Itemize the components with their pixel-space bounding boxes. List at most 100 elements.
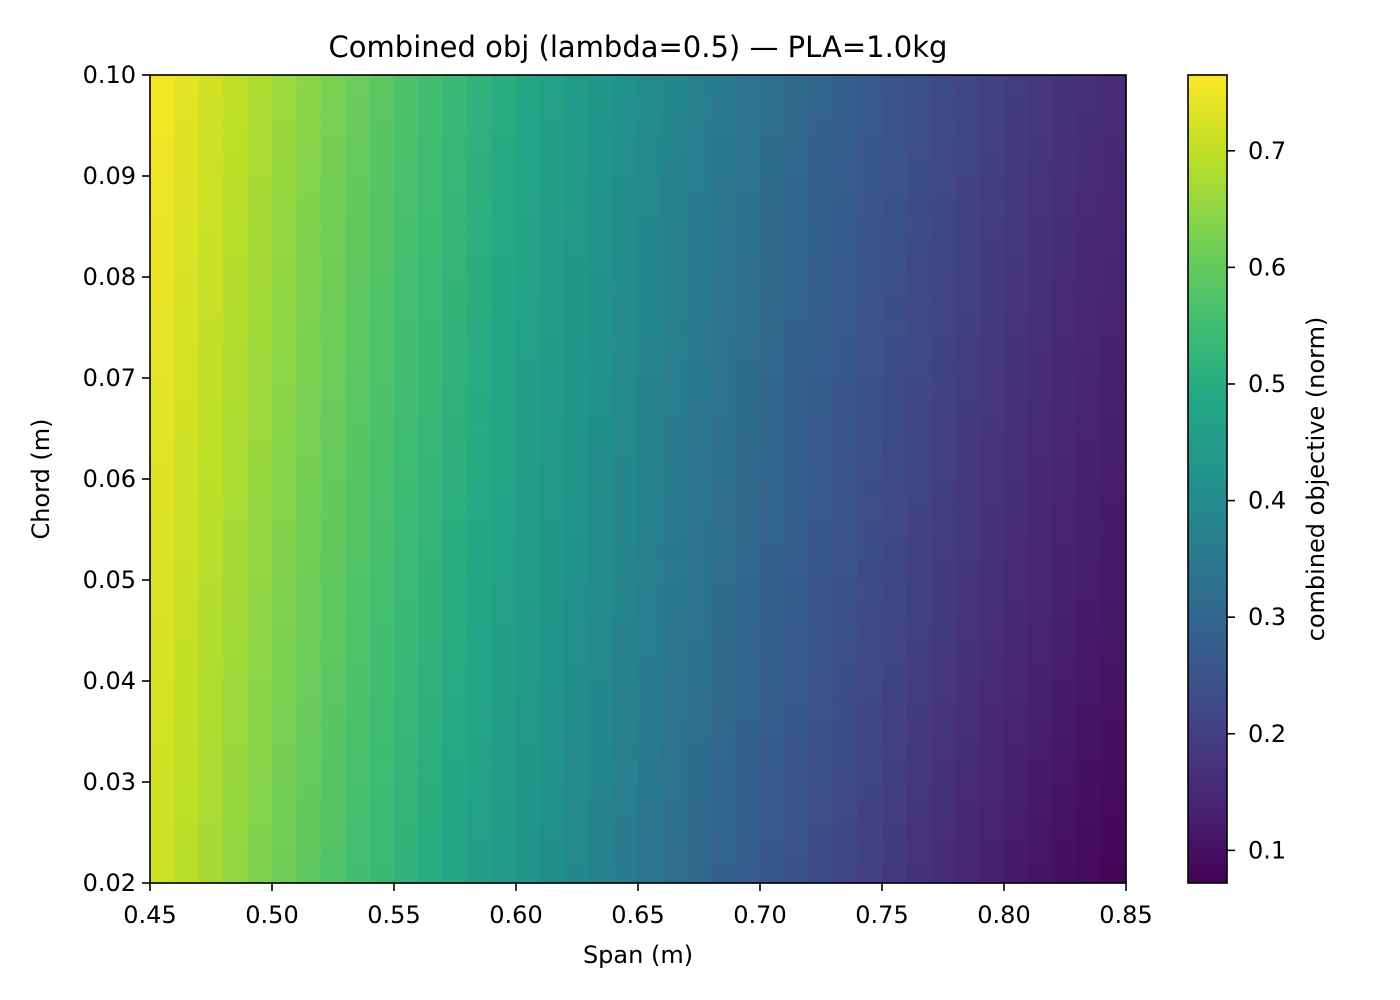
heatmap-cell <box>467 822 493 844</box>
heatmap-cell <box>272 115 297 137</box>
x-tick-label: 0.50 <box>245 901 298 929</box>
heatmap-cell <box>442 741 468 763</box>
heatmap-cell <box>589 822 615 844</box>
heatmap-cell <box>833 297 859 318</box>
heatmap-cell <box>296 782 322 803</box>
heatmap-cell <box>345 539 371 561</box>
heatmap-cell <box>760 539 785 561</box>
heatmap-cell <box>345 357 371 379</box>
heatmap-cell <box>686 782 712 803</box>
heatmap-cell <box>833 398 859 419</box>
heatmap-cell <box>760 155 785 177</box>
heatmap-cell <box>662 761 688 783</box>
heatmap-cell <box>296 176 322 197</box>
heatmap-cell <box>1077 822 1103 844</box>
heatmap-cell <box>760 559 785 581</box>
heatmap-cell <box>1101 357 1127 379</box>
heatmap-cell <box>613 721 639 743</box>
heatmap-cell <box>516 317 541 339</box>
heatmap-cell <box>589 761 615 783</box>
heatmap-cell <box>150 822 175 844</box>
heatmap-cell <box>613 822 639 844</box>
heatmap-cell <box>638 822 663 844</box>
heatmap-cell <box>1052 196 1078 217</box>
heatmap-cell <box>540 75 566 96</box>
heatmap-cell <box>833 721 859 743</box>
heatmap-cell <box>808 458 834 480</box>
heatmap-cell <box>930 196 956 217</box>
heatmap-cell <box>272 155 297 177</box>
y-tick-label: 0.05 <box>83 566 136 594</box>
heatmap-cell <box>394 479 419 500</box>
heatmap-cell <box>638 236 663 258</box>
heatmap-cell <box>540 721 566 743</box>
heatmap-cell <box>418 176 444 197</box>
heatmap-cell <box>174 479 200 500</box>
heatmap-cell <box>174 862 200 884</box>
heatmap-cell <box>735 155 761 177</box>
heatmap-cell <box>394 216 419 238</box>
heatmap-cell <box>784 438 810 460</box>
heatmap-cell <box>979 216 1005 238</box>
heatmap-cell <box>857 378 883 399</box>
heatmap-cell <box>150 862 175 884</box>
heatmap-cell <box>442 256 468 278</box>
heatmap-cell <box>589 741 615 763</box>
heatmap-cell <box>174 660 200 682</box>
heatmap-cell <box>198 378 224 399</box>
heatmap-cell <box>784 297 810 318</box>
heatmap-cell <box>247 297 273 318</box>
heatmap-cell <box>833 438 859 460</box>
heatmap-cell <box>1004 499 1029 520</box>
heatmap-cell <box>418 539 444 561</box>
heatmap-cell <box>979 317 1005 339</box>
heatmap-cell <box>394 559 419 581</box>
heatmap-cell <box>1004 378 1029 399</box>
heatmap-cell <box>174 822 200 844</box>
heatmap-cell <box>223 660 249 682</box>
y-axis-label: Chord (m) <box>27 418 55 539</box>
heatmap-cell <box>491 782 517 803</box>
heatmap-cell <box>930 155 956 177</box>
heatmap-cell <box>491 398 517 419</box>
heatmap-cell <box>150 236 175 258</box>
heatmap-cell <box>394 580 419 601</box>
heatmap-cell <box>247 701 273 722</box>
heatmap-cell <box>906 580 932 601</box>
heatmap-cell <box>906 256 932 278</box>
heatmap-cell <box>516 458 541 480</box>
heatmap-cell <box>296 681 322 702</box>
heatmap-cell <box>906 660 932 682</box>
heatmap-cell <box>711 378 737 399</box>
heatmap-cell <box>686 277 712 298</box>
heatmap-cell <box>247 519 273 541</box>
heatmap-cell <box>394 115 419 137</box>
heatmap-cell <box>686 701 712 722</box>
heatmap-cell <box>1101 95 1127 116</box>
heatmap-cell <box>394 620 419 642</box>
heatmap-cell <box>711 761 737 783</box>
heatmap-cell <box>564 559 590 581</box>
heatmap-cell <box>784 357 810 379</box>
heatmap-cell <box>1052 499 1078 520</box>
heatmap-cell <box>955 721 981 743</box>
heatmap-cell <box>857 317 883 339</box>
heatmap-cell <box>638 458 663 480</box>
heatmap-cell <box>1052 580 1078 601</box>
heatmap-cell <box>564 95 590 116</box>
heatmap-cell <box>613 741 639 763</box>
heatmap-cell <box>1101 600 1127 621</box>
heatmap-cell <box>589 216 615 238</box>
heatmap-cell <box>516 398 541 419</box>
heatmap-cell <box>491 216 517 238</box>
heatmap-cell <box>174 842 200 864</box>
heatmap-cell <box>394 95 419 116</box>
heatmap-cell <box>394 277 419 298</box>
heatmap-cell <box>760 580 785 601</box>
heatmap-cell <box>662 398 688 419</box>
heatmap-cell <box>467 176 493 197</box>
heatmap-cell <box>540 761 566 783</box>
heatmap-cell <box>760 196 785 217</box>
heatmap-cell <box>540 822 566 844</box>
heatmap-cell <box>1052 681 1078 702</box>
